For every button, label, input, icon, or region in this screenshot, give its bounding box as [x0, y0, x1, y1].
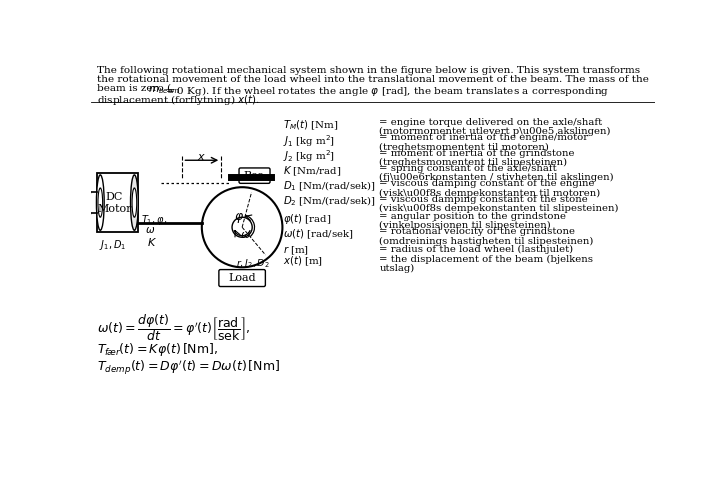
Text: (omdreinings hastigheten til slipesteinen): (omdreinings hastigheten til slipesteine… — [379, 237, 593, 246]
Text: $r$ [m]: $r$ [m] — [283, 245, 309, 257]
Circle shape — [202, 187, 282, 268]
Text: $\varphi$: $\varphi$ — [234, 211, 244, 225]
Text: $\omega(t) = \dfrac{d\varphi(t)}{dt} = \varphi'(t)\left[\dfrac{\mathrm{rad}}{\ma: $\omega(t) = \dfrac{d\varphi(t)}{dt} = \… — [98, 312, 250, 343]
Text: $T_{\mathit{f\!\ae r}}(t) = K\varphi(t)\,[\mathrm{Nm}],$: $T_{\mathit{f\!\ae r}}(t) = K\varphi(t)\… — [98, 341, 218, 358]
Text: $D_1$ [Nm/(rad/sek)]: $D_1$ [Nm/(rad/sek)] — [283, 179, 376, 193]
Text: $m_{beam}$: $m_{beam}$ — [148, 84, 180, 96]
Text: $T_M(t)$ [Nm]: $T_M(t)$ [Nm] — [283, 118, 339, 132]
FancyBboxPatch shape — [239, 168, 270, 183]
Text: the rotational movement of the load wheel into the translational movement of the: the rotational movement of the load whee… — [98, 75, 649, 84]
Text: = angular position to the grindstone: = angular position to the grindstone — [379, 212, 566, 221]
Text: = radius of the load wheel (lasthjulet): = radius of the load wheel (lasthjulet) — [379, 245, 574, 254]
Text: = 0 Kg). If the wheel rotates the angle $\varphi$ [rad], the beam translates a c: = 0 Kg). If the wheel rotates the angle … — [165, 84, 609, 98]
Text: = moment of inertia of the grindstone: = moment of inertia of the grindstone — [379, 149, 575, 158]
Text: $\omega$: $\omega$ — [146, 225, 156, 235]
Text: utslag): utslag) — [379, 264, 414, 273]
Text: $\omega$: $\omega$ — [240, 230, 250, 240]
Text: $J_1$ [kg m$^2$]: $J_1$ [kg m$^2$] — [283, 134, 336, 149]
Circle shape — [232, 217, 252, 237]
Text: $J_2$ [kg m$^2$]: $J_2$ [kg m$^2$] — [283, 149, 336, 164]
Text: (fj\u00e6rkonstanten / stivheten til akslingen): (fj\u00e6rkonstanten / stivheten til aks… — [379, 174, 614, 183]
Text: (treghetsmomentent til motoren): (treghetsmomentent til motoren) — [379, 143, 549, 152]
Text: $\varphi(t)$ [rad]: $\varphi(t)$ [rad] — [283, 212, 331, 226]
Text: $T_{\mathit{demp}}(t) = D\varphi'(t) = D\omega(t)\,[\mathrm{Nm}]$: $T_{\mathit{demp}}(t) = D\varphi'(t) = D… — [98, 358, 280, 376]
Text: $K$ [Nm/rad]: $K$ [Nm/rad] — [283, 164, 341, 177]
Text: (treghetsmomentent til slipesteinen): (treghetsmomentent til slipesteinen) — [379, 158, 567, 167]
Text: Motor: Motor — [97, 204, 132, 214]
Text: Bea: Bea — [244, 171, 265, 181]
Text: = the displacement of the beam (bjelkens: = the displacement of the beam (bjelkens — [379, 255, 593, 264]
Text: (vinkelposisjonen til slipesteinen): (vinkelposisjonen til slipesteinen) — [379, 221, 551, 230]
Text: (visk\u00f8s dempekonstanten til slipesteinen): (visk\u00f8s dempekonstanten til slipest… — [379, 204, 619, 213]
Ellipse shape — [132, 188, 137, 217]
Text: = spring constant of the axle/shaft: = spring constant of the axle/shaft — [379, 164, 557, 173]
Text: The following rotational mechanical system shown in the figure below is given. T: The following rotational mechanical syst… — [98, 66, 641, 75]
Text: (visk\u00f8s dempekonstanten til motoren): (visk\u00f8s dempekonstanten til motoren… — [379, 189, 601, 198]
Text: = rotational velocity of the grindstone: = rotational velocity of the grindstone — [379, 227, 575, 236]
Text: DC: DC — [106, 192, 123, 202]
Text: $x(t)$ [m]: $x(t)$ [m] — [283, 255, 323, 268]
Text: = viscous damping constant of the engine: = viscous damping constant of the engine — [379, 179, 595, 188]
Bar — [98, 174, 138, 232]
FancyBboxPatch shape — [219, 269, 266, 286]
Text: $J_1, D_1$: $J_1, D_1$ — [99, 238, 126, 252]
Text: beam is zero (: beam is zero ( — [98, 84, 171, 93]
Text: displacement (forflytning) $x(t)$.: displacement (forflytning) $x(t)$. — [98, 93, 261, 107]
Text: $r, J_2, D_2$: $r, J_2, D_2$ — [236, 256, 269, 269]
Text: $D_2$ [Nm/(rad/sek)]: $D_2$ [Nm/(rad/sek)] — [283, 195, 376, 209]
Ellipse shape — [96, 175, 104, 230]
Text: $K$: $K$ — [147, 236, 157, 248]
Ellipse shape — [130, 175, 138, 230]
Text: = engine torque delivered on the axle/shaft: = engine torque delivered on the axle/sh… — [379, 118, 603, 127]
Text: $T_1, \varphi,$: $T_1, \varphi,$ — [141, 213, 167, 227]
Text: = viscous damping constant of the stone: = viscous damping constant of the stone — [379, 195, 588, 204]
Ellipse shape — [98, 188, 103, 217]
Text: Load: Load — [229, 273, 256, 283]
Text: $\omega(t)$ [rad/sek]: $\omega(t)$ [rad/sek] — [283, 227, 354, 241]
Text: (motormomentet utlevert p\u00e5 akslingen): (motormomentet utlevert p\u00e5 akslinge… — [379, 127, 611, 136]
Text: $x$: $x$ — [197, 152, 206, 162]
Text: = moment of inertia of the engine/motor: = moment of inertia of the engine/motor — [379, 134, 588, 142]
